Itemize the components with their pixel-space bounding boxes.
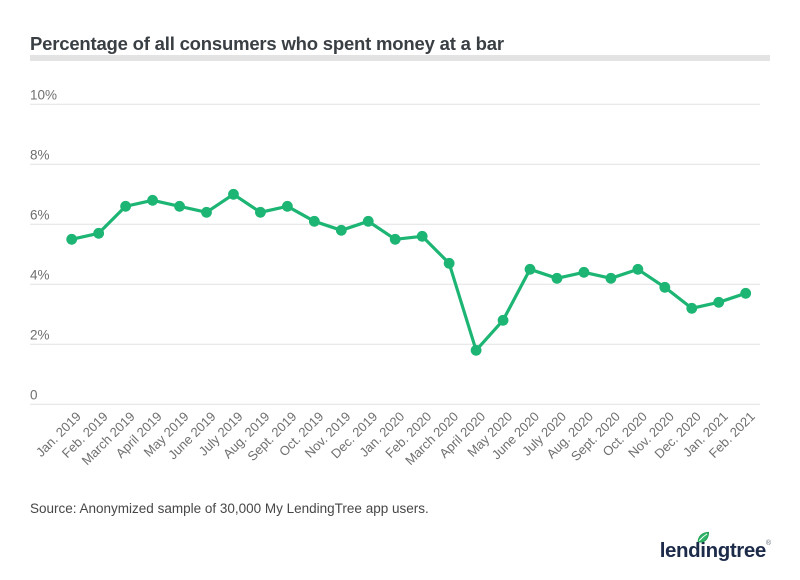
- data-point: [470, 344, 482, 356]
- data-point: [120, 200, 132, 212]
- y-tick-label: 6%: [30, 207, 50, 222]
- y-tick-label: 2%: [30, 327, 50, 342]
- data-point: [416, 230, 428, 242]
- data-point: [632, 263, 644, 275]
- data-point: [443, 257, 455, 269]
- y-tick-label: 4%: [30, 267, 50, 282]
- lendingtree-logo: lendingtree®: [659, 531, 771, 565]
- data-point: [497, 314, 509, 326]
- data-point: [255, 206, 266, 218]
- page-title: Percentage of all consumers who spent mo…: [30, 33, 504, 55]
- logo-trademark: ®: [765, 540, 771, 547]
- data-point: [605, 272, 617, 284]
- y-tick-label: 10%: [30, 87, 57, 102]
- data-point: [389, 233, 401, 245]
- data-point: [659, 281, 671, 293]
- data-point: [686, 302, 698, 314]
- y-tick-label: 8%: [30, 147, 50, 162]
- data-point: [551, 272, 563, 284]
- data-point: [713, 296, 725, 308]
- source-note: Source: Anonymized sample of 30,000 My L…: [30, 500, 429, 516]
- data-point: [228, 188, 239, 200]
- title-divider: [30, 55, 770, 61]
- logo-wordmark: lendingtree: [659, 539, 766, 562]
- y-tick-label: 0: [30, 387, 38, 402]
- data-point: [174, 200, 185, 212]
- series-line: [70, 192, 748, 352]
- data-point: [335, 224, 347, 236]
- data-point: [201, 206, 212, 218]
- data-point: [281, 200, 293, 212]
- leaf-icon: [697, 531, 709, 543]
- data-point: [66, 233, 78, 245]
- data-point: [362, 215, 374, 227]
- data-point: [578, 266, 590, 278]
- data-point: [740, 287, 752, 299]
- data-point: [93, 227, 105, 239]
- data-point: [147, 194, 158, 206]
- data-point: [524, 263, 536, 275]
- data-point: [308, 215, 320, 227]
